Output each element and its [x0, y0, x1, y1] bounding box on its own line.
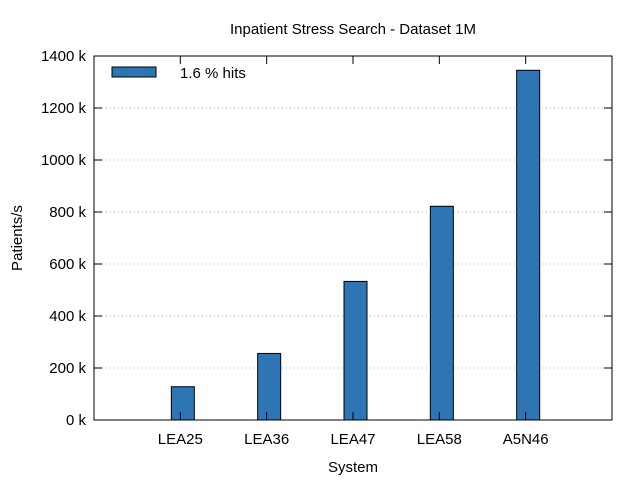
- y-tick-label: 1000 k: [41, 152, 87, 169]
- legend-label: 1.6 % hits: [180, 65, 246, 82]
- x-axis-label: System: [328, 459, 378, 476]
- bar: [170, 386, 195, 421]
- x-tick-label: LEA25: [158, 431, 203, 448]
- y-tick-label: 200 k: [49, 360, 86, 377]
- x-tick-label: A5N46: [503, 431, 549, 448]
- x-tick-label: LEA58: [417, 431, 462, 448]
- x-tick-label: LEA36: [244, 431, 289, 448]
- y-tick-label: 1400 k: [41, 48, 87, 65]
- chart-title: Inpatient Stress Search - Dataset 1M: [230, 21, 476, 38]
- y-tick-label: 400 k: [49, 308, 86, 325]
- bar: [516, 69, 541, 421]
- bar: [343, 280, 368, 421]
- bar: [429, 205, 454, 421]
- bars: [170, 69, 541, 421]
- plot-frame: [93, 55, 613, 421]
- legend: 1.6 % hits: [111, 65, 246, 82]
- legend-swatch: [111, 66, 157, 78]
- y-tick-label: 0 k: [66, 412, 87, 429]
- y-tick-label: 800 k: [49, 204, 86, 221]
- bar: [257, 352, 282, 421]
- x-tick-label: LEA47: [330, 431, 375, 448]
- axis-ticks: 0 k 200 k 400 k 600 k 800 k 1000 k 1200 k 1400 …: [41, 48, 612, 448]
- y-axis-label: Patients/s: [9, 205, 26, 271]
- y-tick-label: 600 k: [49, 256, 86, 273]
- y-tick-label: 1200 k: [41, 100, 87, 117]
